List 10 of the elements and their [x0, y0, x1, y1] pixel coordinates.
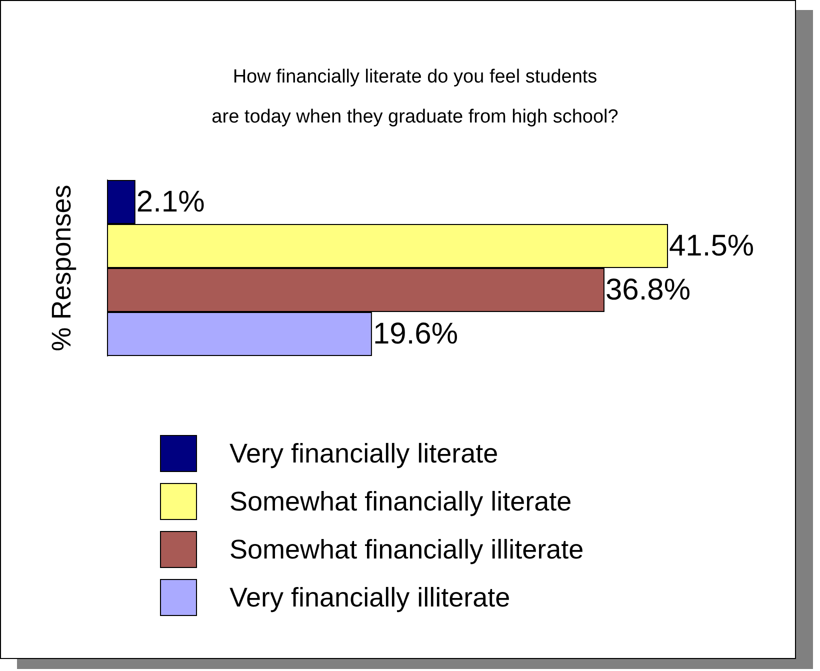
data-label: 36.8% [605, 274, 691, 306]
data-label: 19.6% [372, 318, 458, 350]
data-label: 2.1% [136, 186, 205, 218]
chart-title: How financially literate do you feel students are today when they graduate from high school? [212, 66, 618, 128]
y-axis-title: % Responses [46, 184, 76, 352]
legend-label: Very financially literate [230, 438, 498, 468]
legend-label: Somewhat financially literate [230, 486, 572, 516]
data-label: 41.5% [669, 230, 754, 262]
legend-label: Somewhat financially illiterate [230, 534, 584, 564]
legend-label: Very financially illiterate [230, 582, 510, 612]
